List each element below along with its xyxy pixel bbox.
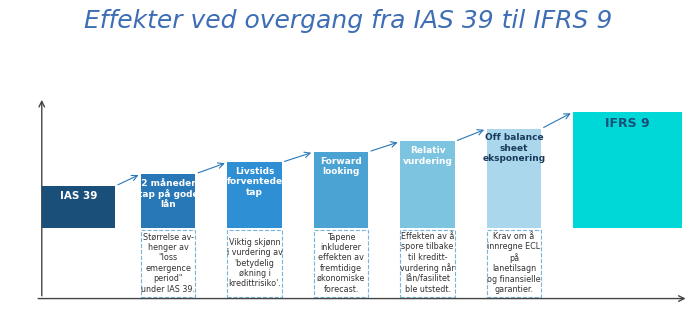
Text: 12 måneders
tap på gode
lån: 12 måneders tap på gode lån <box>135 179 201 210</box>
Text: Livstids
forventede
tap: Livstids forventede tap <box>227 167 283 197</box>
Text: Størrelse av-
henger av
"loss
emergence
period"
under IAS 39.: Størrelse av- henger av "loss emergence … <box>141 233 195 294</box>
Bar <box>42 186 116 228</box>
Bar <box>487 129 541 228</box>
Text: Relativ
vurdering: Relativ vurdering <box>402 146 452 165</box>
Bar <box>228 230 282 297</box>
Text: Effekten av å
spore tilbake
til kreditt-
vurdering når
lån/fasilitet
ble utstedt: Effekten av å spore tilbake til kreditt-… <box>400 232 455 294</box>
Text: IAS 39: IAS 39 <box>60 191 97 201</box>
Bar <box>228 162 282 228</box>
Text: Forward
looking: Forward looking <box>320 156 362 176</box>
Bar <box>487 230 541 297</box>
Bar <box>574 112 682 228</box>
Bar <box>400 230 454 297</box>
Bar <box>314 152 368 228</box>
Bar <box>314 230 368 297</box>
Text: Off balance
sheet
eksponering: Off balance sheet eksponering <box>482 133 546 163</box>
Bar <box>141 174 196 228</box>
Text: Tapene
inkluderer
effekten av
fremtidige
økonomiske
forecast.: Tapene inkluderer effekten av fremtidige… <box>317 233 365 294</box>
Bar <box>400 142 454 228</box>
Bar <box>141 230 196 297</box>
Text: Effekter ved overgang fra IAS 39 til IFRS 9: Effekter ved overgang fra IAS 39 til IFR… <box>84 9 612 33</box>
Text: IFRS 9: IFRS 9 <box>606 117 650 130</box>
Text: Krav om å
innregne ECL
på
lanetilsagn
og finansielle
garantier.: Krav om å innregne ECL på lanetilsagn og… <box>487 232 541 294</box>
Text: Viktig skjønn
i vurdering av
'betydelig
økning i
kredittrisiko'.: Viktig skjønn i vurdering av 'betydelig … <box>227 238 283 288</box>
